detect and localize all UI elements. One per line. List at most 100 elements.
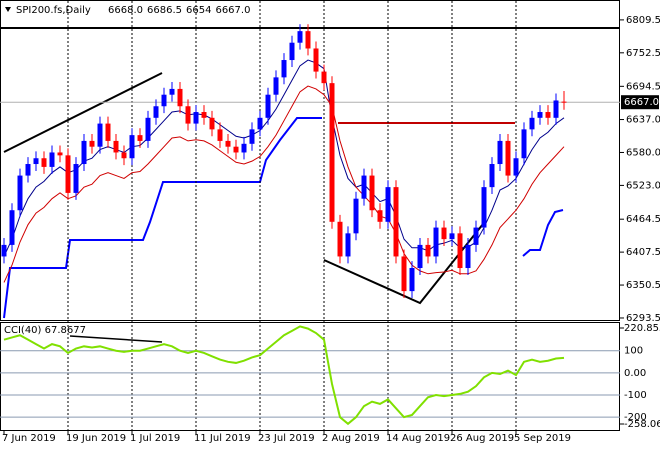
candle-body: [337, 221, 343, 257]
candle-body: [113, 140, 119, 153]
trail-line: [522, 209, 564, 257]
trend-line: [3, 72, 163, 153]
candle-body: [489, 164, 495, 188]
candle-body: [145, 117, 151, 141]
y-tick-label: 6523.0: [626, 180, 660, 191]
header-value: 6654: [186, 5, 211, 16]
candle-body: [409, 268, 415, 292]
indicator-line: [3, 59, 565, 257]
candle-body: [497, 140, 503, 165]
y-tick-label: 100: [624, 346, 643, 357]
candle-body: [73, 164, 79, 193]
candle-body: [561, 101, 567, 103]
candle-body: [185, 106, 191, 124]
candle-body: [121, 152, 127, 159]
candle-body: [153, 106, 159, 118]
y-tick-label: 6293.5: [626, 313, 660, 324]
candle-body: [353, 198, 359, 234]
x-tick-label: 1 Jul 2019: [130, 433, 180, 444]
candle-body: [377, 210, 383, 222]
candle-body: [1, 244, 7, 257]
candle-body: [25, 164, 31, 176]
header-value: 6667.0: [215, 5, 250, 16]
y-tick-label: -100: [624, 390, 647, 401]
candle-body: [241, 143, 247, 153]
candle-body: [289, 42, 295, 61]
header-values: 6668.0 6686.5 6654 6667.0: [108, 5, 250, 16]
header-title: SPI200.fs,Daily: [16, 5, 91, 16]
candle-body: [465, 244, 471, 269]
candle-body: [529, 117, 535, 130]
y-tick-label: 220.8537: [624, 323, 660, 334]
y-tick-label: 6752.5: [626, 48, 660, 59]
header-value: 6686.5: [147, 5, 182, 16]
y-tick-label: 6464.5: [626, 214, 660, 225]
candle-body: [321, 71, 327, 84]
candle-body: [297, 31, 303, 43]
candle-body: [369, 175, 375, 211]
candle-body: [393, 187, 399, 257]
candle-body: [513, 158, 519, 176]
candle-body: [249, 129, 255, 144]
candle-body: [9, 210, 15, 245]
candle-body: [273, 77, 279, 95]
candle-body: [425, 244, 431, 257]
candle-body: [521, 129, 527, 159]
candle-body: [17, 175, 23, 211]
candle-body: [33, 158, 39, 165]
y-tick-label: 6407.5: [626, 247, 660, 258]
y-tick-label: 6694.5: [626, 81, 660, 92]
candle-body: [281, 60, 287, 78]
x-tick-label: 2 Aug 2019: [322, 433, 380, 444]
candle-body: [49, 152, 55, 167]
y-tick-label: 0.00: [624, 368, 646, 379]
y-tick-label: -258.0618: [624, 419, 660, 430]
trend-line: [69, 335, 163, 343]
candle-body: [89, 140, 95, 147]
candle-body: [81, 140, 87, 165]
candle-body: [449, 233, 455, 240]
candle-body: [305, 31, 311, 49]
candle-body: [385, 187, 391, 222]
candle-body: [345, 233, 351, 257]
candle-body: [193, 112, 199, 124]
x-tick-label: 14 Aug 2019: [386, 433, 450, 444]
cci-panel: [0, 322, 620, 431]
y-tick-label: 6350.5: [626, 280, 660, 291]
candle-body: [433, 227, 439, 257]
candle-body: [537, 112, 543, 118]
candle-body: [473, 227, 479, 245]
candle-body: [177, 88, 183, 107]
candle-body: [329, 83, 335, 222]
candle-body: [97, 123, 103, 147]
last-price-tag: [621, 95, 659, 110]
candle-body: [201, 112, 207, 118]
y-tick-label: 6809.5: [626, 15, 660, 26]
candle-body: [481, 187, 487, 228]
cci-title: CCI(40) 67.8677: [4, 325, 86, 336]
header-value: 6668.0: [108, 5, 143, 16]
trail-line: [3, 117, 322, 319]
candle-body: [265, 94, 271, 118]
candle-body: [313, 48, 319, 72]
y-tick-label: 6637.0: [626, 115, 660, 126]
x-tick-label: 7 Jun 2019: [2, 433, 56, 444]
candle-body: [257, 117, 263, 130]
header-icon: [5, 7, 11, 12]
candle-body: [209, 117, 215, 130]
candle-body: [129, 135, 135, 159]
candle-body: [137, 135, 143, 141]
y-tick-label: -200: [624, 412, 647, 423]
cci-line: [3, 325, 565, 426]
last-price-label: 6667.0: [624, 97, 659, 108]
x-tick-label: 23 Jul 2019: [258, 433, 315, 444]
candle-body: [41, 158, 47, 167]
candle-body: [65, 155, 71, 193]
candle-body: [457, 233, 463, 269]
candle-body: [217, 129, 223, 141]
candle-body: [169, 88, 175, 95]
candle-body: [505, 140, 511, 176]
candle-body: [225, 140, 231, 147]
candle-body: [57, 152, 63, 156]
